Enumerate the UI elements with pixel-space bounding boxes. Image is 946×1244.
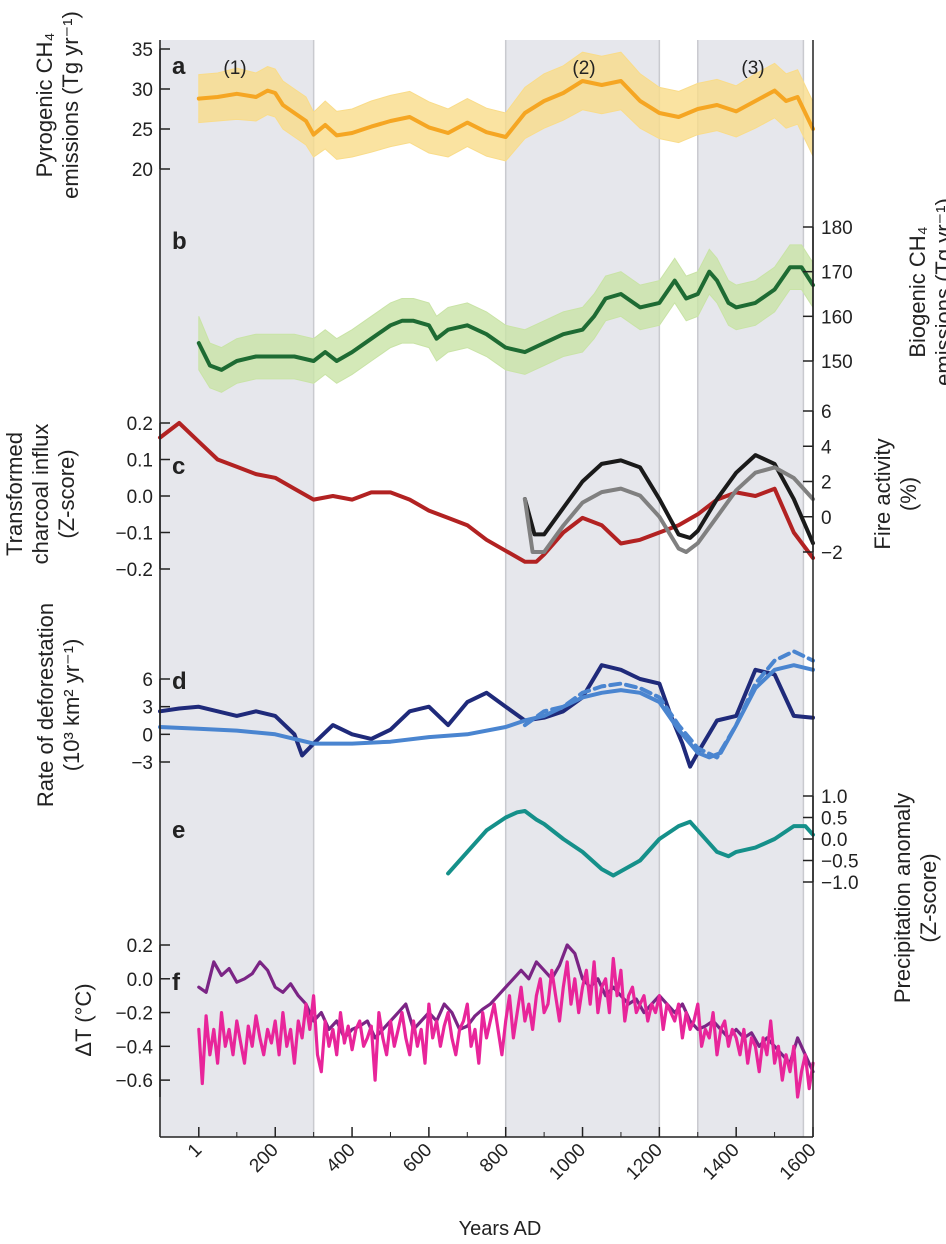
panel-e-series-1 — [446, 809, 815, 878]
panel-c-ylabel-line-1: Transformed — [2, 432, 27, 556]
panel-c-y-tick-label: 0.1 — [127, 451, 153, 472]
panel-b-series-1 — [196, 265, 815, 372]
x-tick-label-1400: 1400 — [699, 1140, 744, 1185]
panel-b-y-tick-label: 150 — [821, 352, 853, 373]
panel-a-ylabel: Pyrogenic CH₄ emissions (Tg yr⁻¹) — [32, 11, 83, 199]
panel-f-series-2 — [197, 956, 815, 1099]
panel-e-y-tick-label: 1.0 — [821, 787, 847, 808]
shaded-periods — [159, 40, 805, 1137]
panel-c-right-ylabel-line-1: Fire activity — [870, 438, 895, 549]
panel-a-series-1 — [196, 79, 815, 139]
panel-f-ylabel-line-1: ΔT (°C) — [71, 983, 96, 1056]
panel-f-y-tick-label: −0.2 — [115, 1004, 153, 1025]
x-tick-label-1200: 1200 — [622, 1140, 667, 1185]
panel-d-y-tick-label: 3 — [142, 698, 153, 719]
panel-d-ylabel-line-2: (10³ km² yr⁻¹) — [59, 639, 84, 772]
panel-f-y-tick-label: 0.0 — [127, 970, 153, 991]
panel-d-y-tick-label: −3 — [131, 753, 153, 774]
shaded-period-3 — [697, 40, 804, 1137]
panel-c-right-ylabel: Fire activity (%) — [870, 438, 921, 549]
panel-d-series-3 — [522, 649, 815, 760]
panel-e-y-tick-label: 0.5 — [821, 809, 847, 830]
panel-c-ylabel: Transformed charcoal influx (Z-score) — [2, 424, 79, 565]
panel-c-ylabel-line-3: (Z-score) — [54, 449, 79, 538]
panel-e-ylabel-line-2: (Z-score) — [916, 853, 941, 942]
panel-c-series-3 — [522, 465, 815, 554]
panel-a-y-tick-label: 20 — [132, 160, 153, 181]
panel-c-y-tick-label: −0.2 — [115, 560, 153, 581]
panel-d-ylabel-line-1: Rate of deforestation — [33, 603, 58, 807]
panel-e-y-tick-label: 0.0 — [821, 830, 847, 851]
period-label-3: (3) — [741, 58, 764, 79]
panel-letter-f: f — [172, 969, 181, 996]
panel-f-y-tick-label: −0.4 — [115, 1037, 153, 1058]
panel-letter-d: d — [172, 668, 187, 695]
panel-a-y-tick-label: 35 — [132, 40, 153, 61]
panel-c-y-right-tick-label: 2 — [821, 473, 832, 494]
panel-d-y-tick-label: 6 — [142, 670, 153, 691]
panel-d-y-tick-label: 0 — [142, 725, 153, 746]
panel-b-ylabel-line-1: Biogenic CH₄ — [905, 226, 930, 357]
x-tick-label-200: 200 — [246, 1140, 283, 1177]
x-axis-label: Years AD — [459, 1218, 542, 1240]
period-label-2: (2) — [572, 58, 595, 79]
labels: (1) (2) (3)1 200 400 600 800 1000 1200 1400 1600Ye… — [2, 11, 946, 1240]
panel-c-y-right-tick-label: 6 — [821, 402, 832, 423]
period-label-1: (1) — [223, 58, 246, 79]
panel-c-y-tick-label: 0.0 — [127, 487, 153, 508]
panel-b-y-tick-label: 170 — [821, 263, 853, 284]
x-tick-label-1000: 1000 — [545, 1140, 590, 1185]
panel-b-y-tick-label: 160 — [821, 307, 853, 328]
panel-letter-c: c — [172, 453, 185, 480]
panel-c-right-ylabel-line-2: (%) — [896, 477, 921, 511]
panel-c-y-right-tick-label: −2 — [821, 543, 843, 564]
x-tick-label-400: 400 — [322, 1140, 359, 1177]
panel-a-ylabel-line-2: emissions (Tg yr⁻¹) — [58, 11, 83, 199]
shaded-period-2 — [505, 40, 660, 1137]
panel-e-ylabel-line-1: Precipitation anomaly — [890, 793, 915, 1003]
panel-c-series-1 — [158, 421, 815, 564]
panel-f-ylabel: ΔT (°C) — [71, 983, 96, 1056]
panel-b-ylabel: Biogenic CH₄ emissions (Tg yr⁻¹) — [905, 198, 946, 386]
panel-c-y-tick-label: 0.2 — [127, 414, 153, 435]
panel-d-ylabel: Rate of deforestation (10³ km² yr⁻¹) — [33, 603, 84, 807]
x-tick-label-1600: 1600 — [776, 1140, 821, 1185]
panel-f-y-tick-label: 0.2 — [127, 936, 153, 957]
panel-e-ylabel: Precipitation anomaly (Z-score) — [890, 793, 941, 1003]
panel-a-ylabel-line-1: Pyrogenic CH₄ — [32, 33, 57, 178]
panel-b-y-tick-label: 180 — [821, 218, 853, 239]
panel-c-y-right-tick-label: 4 — [821, 437, 832, 458]
panel-b-ylabel-line-2: emissions (Tg yr⁻¹) — [931, 198, 946, 386]
panel-f-y-tick-label: −0.6 — [115, 1071, 153, 1092]
panel-a-y-tick-label: 30 — [132, 80, 153, 101]
panel-c-y-right-tick-label: 0 — [821, 508, 832, 529]
shaded-period-1 — [160, 40, 314, 1137]
panel-letter-e: e — [172, 817, 185, 844]
panel-d-series-1 — [158, 663, 815, 769]
panel-c-ylabel-line-2: charcoal influx — [28, 424, 53, 565]
panel-e-y-tick-label: −0.5 — [821, 852, 859, 873]
panel-e-y-tick-label: −1.0 — [821, 873, 859, 894]
panel-letter-b: b — [172, 228, 187, 255]
panel-a-y-tick-label: 25 — [132, 120, 153, 141]
panel-c-series-2 — [522, 453, 815, 546]
x-tick-label-600: 600 — [399, 1140, 436, 1177]
x-tick-label-1: 1 — [184, 1140, 206, 1162]
axes — [159, 40, 814, 1138]
panel-letter-a: a — [172, 53, 186, 80]
panel-c-y-tick-label: −0.1 — [115, 524, 153, 545]
x-tick-label-800: 800 — [476, 1140, 513, 1177]
data-lines — [158, 79, 815, 1099]
